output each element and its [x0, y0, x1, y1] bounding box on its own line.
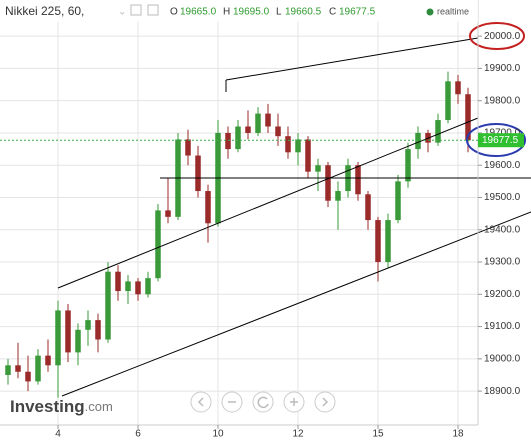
candle-body: [75, 329, 81, 353]
candle-body: [325, 165, 331, 201]
open-value: 19665.0: [180, 7, 217, 18]
open-label: O: [170, 7, 178, 18]
candle-body: [285, 136, 291, 153]
dropdown-icon[interactable]: ⌄: [118, 7, 126, 18]
candle-body: [235, 126, 241, 150]
y-tick-label: 19300.0: [484, 257, 521, 268]
candle-body: [405, 149, 411, 182]
icon: [197, 397, 204, 407]
candle-body: [365, 194, 371, 221]
candle-body: [335, 191, 341, 201]
candle-body: [205, 191, 211, 224]
candle-body: [185, 139, 191, 156]
low-label: L: [276, 7, 282, 18]
candle-body: [445, 81, 451, 121]
icon: [322, 397, 329, 407]
close-label: C: [329, 7, 336, 18]
x-tick-label: 18: [452, 429, 464, 440]
candle-body: [115, 271, 121, 292]
y-tick-label: 19700.0: [484, 128, 521, 139]
last-price-marker: [478, 133, 524, 148]
x-tick-label: 4: [55, 429, 61, 440]
candle-body: [435, 120, 441, 143]
x-tick-label: 6: [135, 429, 141, 440]
candle-body: [55, 310, 61, 366]
candle-body: [385, 220, 391, 263]
y-tick-label: 19200.0: [484, 289, 521, 300]
candle-body: [195, 155, 201, 192]
trendlines: [57, 37, 531, 397]
y-tick-label: 19500.0: [484, 192, 521, 203]
x-tick-label: 12: [292, 429, 304, 440]
candle-body: [35, 355, 41, 382]
high-value: 19695.0: [233, 7, 270, 18]
low-value: 19660.5: [285, 7, 322, 18]
candle-body: [15, 365, 21, 372]
compare-icon[interactable]: [147, 4, 159, 16]
realtime-label: realtime: [437, 6, 469, 16]
candle-body: [395, 181, 401, 221]
brand-name: Investing: [10, 397, 85, 416]
candle-body: [275, 126, 281, 137]
scroll-right-button[interactable]: [314, 391, 336, 413]
y-tick-label: 19900.0: [484, 63, 521, 74]
trendline: [61, 211, 531, 397]
candle-body: [125, 281, 131, 292]
icon: [257, 396, 269, 409]
highlight-ellipse: [466, 123, 526, 157]
last-price-label: 19677.5: [482, 135, 519, 146]
trendline: [57, 117, 479, 289]
axes: 18900.0 19000.0 19100.0 19200.0 19300.0 19400…: [0, 31, 524, 440]
x-tick-label: 10: [212, 429, 224, 440]
candle-body: [305, 139, 311, 172]
zoom-icons: [197, 396, 329, 409]
x-tick-label: 15: [372, 429, 384, 440]
candle-body: [85, 320, 91, 330]
y-tick-label: 19800.0: [484, 95, 521, 106]
y-tick-label: 20000.0: [484, 31, 521, 42]
candle-body: [415, 132, 421, 150]
candle-body: [25, 371, 31, 382]
candle-body: [375, 220, 381, 263]
header-bar: [0, 0, 478, 22]
candle-body: [135, 281, 141, 295]
candle-body: [255, 113, 261, 133]
reset-button[interactable]: [252, 391, 274, 413]
candle-body: [265, 113, 271, 127]
candle-body: [5, 365, 11, 375]
candle-body: [65, 310, 71, 353]
brand: Investing.com: [10, 397, 113, 416]
candle-body: [225, 132, 231, 150]
y-tick-label: 19100.0: [484, 321, 521, 332]
candle-body: [245, 126, 251, 133]
y-tick-label: 18900.0: [484, 386, 521, 397]
candle-body: [105, 271, 111, 340]
candle-body: [95, 320, 101, 340]
candles: [5, 71, 471, 398]
candle-body: [355, 165, 361, 195]
y-tick-label: 19600.0: [484, 160, 521, 171]
realtime-dot: [426, 8, 434, 16]
candle-body: [315, 165, 321, 172]
candle-body: [295, 139, 301, 153]
candle-body: [45, 355, 51, 366]
chart-title: Nikkei 225, 60,: [5, 4, 84, 18]
candle-body: [145, 278, 151, 295]
brand-suffix: .com: [85, 399, 113, 414]
high-label: H: [223, 7, 230, 18]
candle-body: [155, 210, 161, 279]
settings-icon[interactable]: [130, 4, 142, 16]
candle-body: [455, 81, 461, 95]
candle-body: [465, 94, 471, 141]
y-tick-label: 19000.0: [484, 353, 521, 364]
close-value: 19677.5: [339, 7, 376, 18]
candle-body: [165, 210, 171, 217]
highlight-ellipse: [469, 22, 525, 50]
y-tick-label: 19400.0: [484, 224, 521, 235]
trendline: [225, 37, 479, 81]
scroll-left-button[interactable]: [190, 391, 212, 413]
